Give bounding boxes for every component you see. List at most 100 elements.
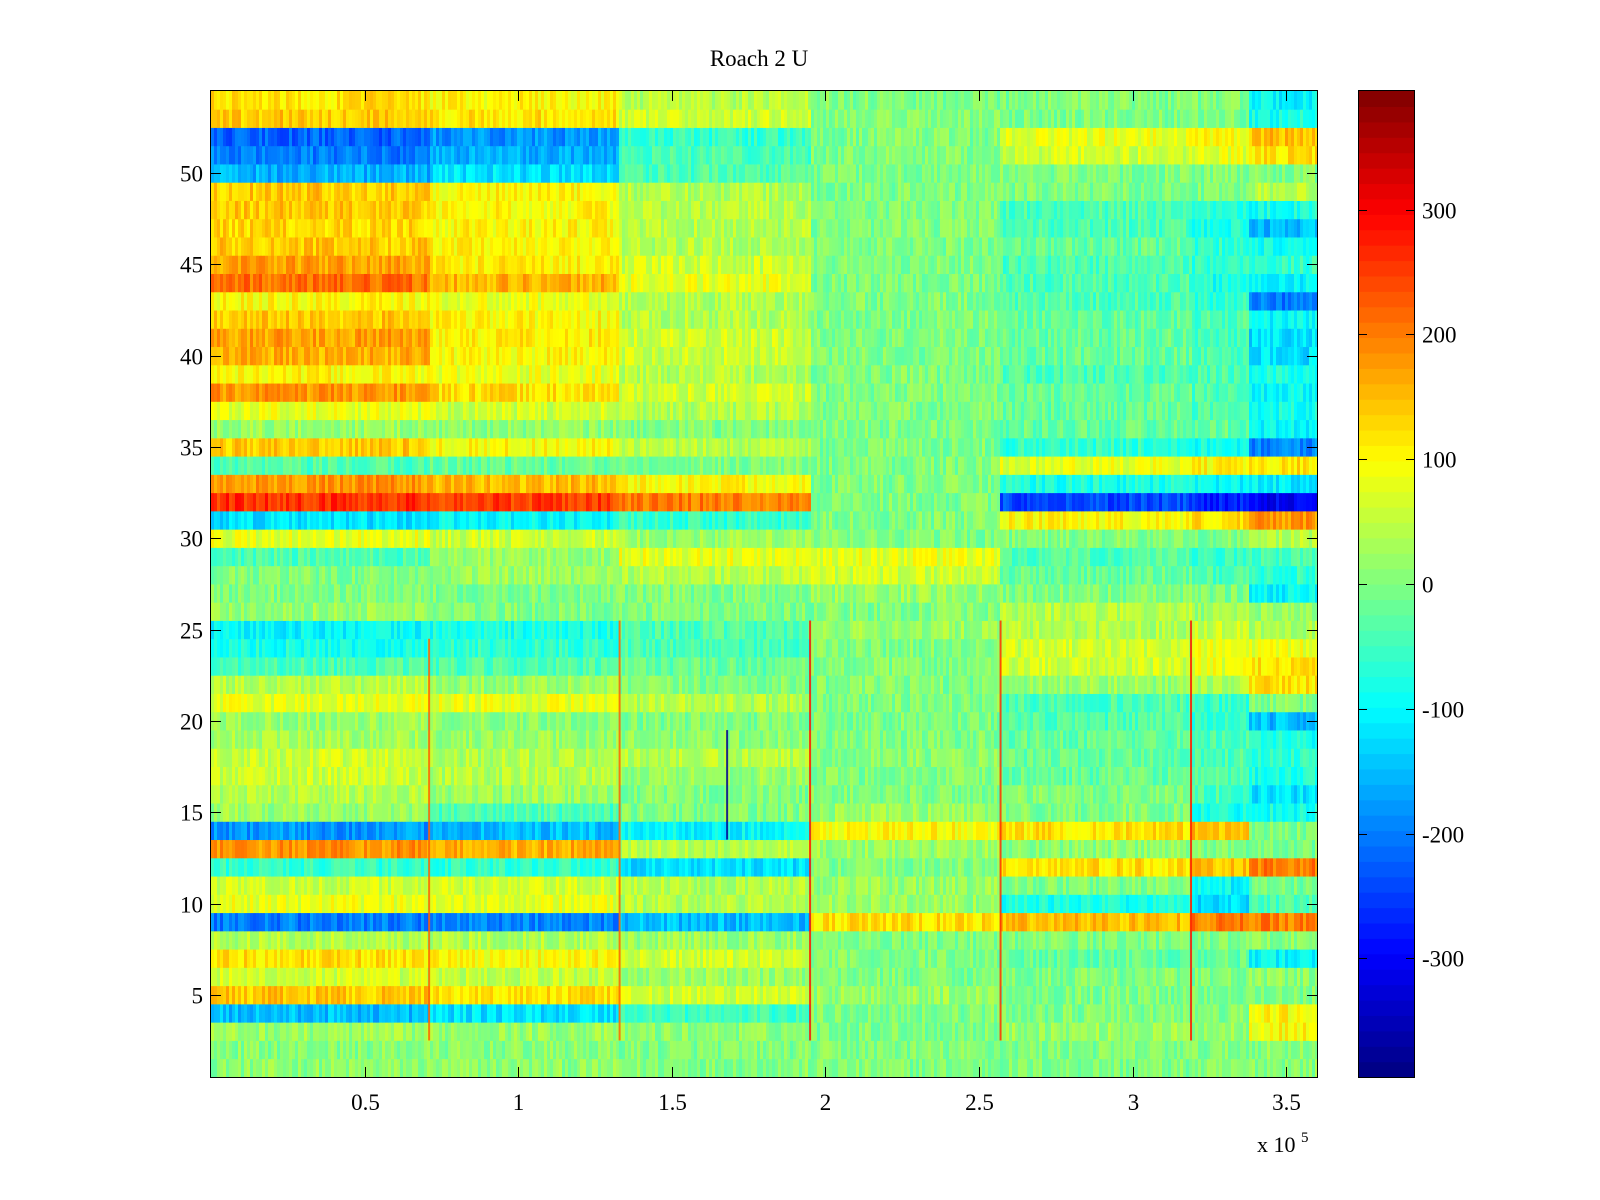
heatmap-cell <box>538 930 542 950</box>
heatmap-cell <box>1021 894 1025 914</box>
heatmap-cell <box>421 857 425 877</box>
heatmap-cell <box>493 1058 497 1078</box>
heatmap-cell <box>649 1003 653 1023</box>
heatmap-cell <box>553 839 557 859</box>
heatmap-cell <box>1261 894 1265 914</box>
heatmap-cell <box>916 1058 920 1078</box>
heatmap-cell <box>277 1058 281 1078</box>
heatmap-cell <box>1156 1058 1160 1078</box>
heatmap-cell <box>478 1022 482 1041</box>
heatmap-cell <box>1057 1058 1061 1078</box>
heatmap-cell <box>433 876 437 895</box>
heatmap-cell <box>1240 912 1244 932</box>
heatmap-cell <box>799 876 803 895</box>
heatmap-cell <box>700 985 704 1005</box>
heatmap-cell <box>838 857 842 877</box>
heatmap-cell <box>841 985 845 1005</box>
heatmap-cell <box>1027 1003 1031 1023</box>
heatmap-cell <box>1204 839 1208 859</box>
heatmap-cell <box>979 967 983 987</box>
heatmap-cell <box>973 894 977 914</box>
heatmap-cell <box>883 949 887 968</box>
heatmap-cell <box>802 1058 806 1078</box>
heatmap-cell <box>925 1040 929 1060</box>
heatmap-cell <box>850 985 854 1005</box>
heatmap-cell <box>769 967 773 987</box>
heatmap-cell <box>868 1040 872 1060</box>
heatmap-cell <box>892 912 896 932</box>
heatmap-cell <box>343 985 347 1005</box>
heatmap-cell <box>1072 894 1076 914</box>
heatmap-cell <box>337 1040 341 1060</box>
heatmap-cell <box>631 985 635 1005</box>
heatmap-cell <box>835 1040 839 1060</box>
heatmap-cell <box>847 857 851 877</box>
heatmap-cell <box>793 1040 797 1060</box>
heatmap-cell <box>1042 967 1046 987</box>
heatmap-cell <box>226 967 230 987</box>
heatmap-cell <box>394 1003 398 1023</box>
heatmap-cell <box>688 967 692 987</box>
heatmap-cell <box>436 912 440 932</box>
heatmap-cell <box>1309 912 1313 932</box>
heatmap-cell <box>643 985 647 1005</box>
heatmap-cell <box>496 912 500 932</box>
heatmap-cell <box>1192 1022 1196 1041</box>
heatmap-cell <box>724 985 728 1005</box>
heatmap-cell <box>904 912 908 932</box>
heatmap-cell <box>418 857 422 877</box>
heatmap-cell <box>637 949 641 968</box>
heatmap-cell <box>805 1022 809 1041</box>
heatmap-cell <box>400 949 404 968</box>
heatmap-cell <box>637 912 641 932</box>
heatmap-cell <box>844 930 848 950</box>
heatmap-cell <box>433 967 437 987</box>
heatmap-cell <box>1291 857 1295 877</box>
heatmap-cell <box>874 949 878 968</box>
heatmap-cell <box>370 894 374 914</box>
heatmap-cell <box>556 1022 560 1041</box>
heatmap-cell <box>1237 1022 1241 1041</box>
heatmap-cell <box>340 949 344 968</box>
heatmap-cell <box>889 1058 893 1078</box>
heatmap-cell <box>214 876 218 895</box>
heatmap-cell <box>340 857 344 877</box>
heatmap-cell <box>577 949 581 968</box>
heatmap-cell <box>841 876 845 895</box>
heatmap-cell <box>817 1058 821 1078</box>
heatmap-cell <box>1081 1022 1085 1041</box>
heatmap-cell <box>910 1022 914 1041</box>
heatmap-cell <box>1054 839 1058 859</box>
heatmap-cell <box>703 839 707 859</box>
heatmap-cell <box>619 839 623 859</box>
heatmap-cell <box>562 857 566 877</box>
heatmap-cell <box>541 912 545 932</box>
heatmap-cell <box>955 857 959 877</box>
heatmap-cell <box>517 821 521 841</box>
heatmap-cell <box>1075 1022 1079 1041</box>
heatmap-cell <box>931 1058 935 1078</box>
heatmap-cell <box>1102 876 1106 895</box>
heatmap-cell <box>211 1003 215 1023</box>
heatmap-cell <box>469 1058 473 1078</box>
heatmap-cell <box>520 912 524 932</box>
heatmap-cell <box>859 1003 863 1023</box>
heatmap-cell <box>628 857 632 877</box>
heatmap-cell <box>1033 1040 1037 1060</box>
heatmap-cell <box>739 894 743 914</box>
heatmap-cell <box>1141 857 1145 877</box>
heatmap-cell <box>607 1058 611 1078</box>
heatmap-cell <box>1045 1058 1049 1078</box>
heatmap-cell <box>1186 985 1190 1005</box>
heatmap-cell <box>220 930 224 950</box>
heatmap-cell <box>889 839 893 859</box>
heatmap-cell <box>1003 1058 1007 1078</box>
heatmap-cell <box>424 1022 428 1041</box>
heatmap-cell <box>1135 1040 1139 1060</box>
heatmap-cell <box>1009 1058 1013 1078</box>
heatmap-cell <box>1306 949 1310 968</box>
heatmap-cell <box>1105 1040 1109 1060</box>
heatmap-cell <box>1090 985 1094 1005</box>
heatmap-cell <box>1249 967 1253 987</box>
heatmap-cell <box>526 930 530 950</box>
